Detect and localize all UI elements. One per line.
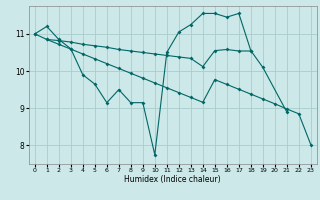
X-axis label: Humidex (Indice chaleur): Humidex (Indice chaleur) xyxy=(124,175,221,184)
